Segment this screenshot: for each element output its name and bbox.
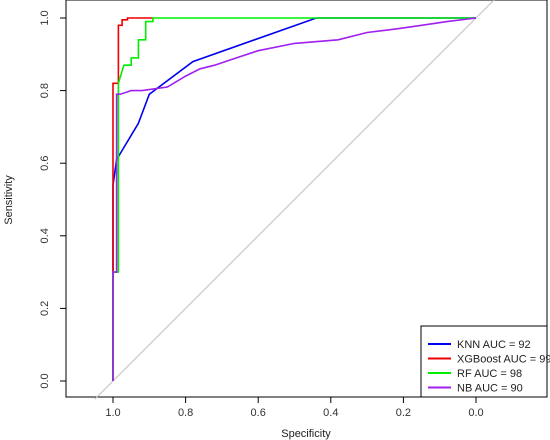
x-tick-label: 0.8 [178,407,193,419]
x-tick-label: 0.2 [396,407,411,419]
legend: KNN AUC = 92 XGBoost AUC = 99 RF AUC = 98 N… [420,325,550,398]
y-tick-label: 0.0 [39,373,51,388]
series-line-2 [112,17,153,381]
legend-label-1: KNN AUC = 92 [457,339,531,351]
x-axis-title: Specificity [281,428,331,440]
x-tick-label: 0.0 [468,407,483,419]
x-tick-label: 0.4 [323,407,338,419]
legend-label-3: RF AUC = 98 [457,368,522,380]
diagonal-reference-layer [94,0,495,400]
x-tick-label: 0.6 [251,407,266,419]
legend-label-2: XGBoost AUC = 99 [457,354,550,366]
y-tick-label: 0.2 [39,301,51,316]
y-axis-title: Sensitivity [3,175,15,225]
series-line-3 [112,17,476,381]
y-tick-label: 0.6 [39,156,51,171]
series-line-4 [112,17,477,381]
y-tick-label: 0.8 [39,83,51,98]
y-axis: 0.0 0.2 0.4 0.6 0.8 1.0 [39,10,67,389]
x-axis: 1.0 0.8 0.6 0.4 0.2 0.0 [105,396,484,419]
y-tick-label: 1.0 [39,10,51,25]
x-tick-label: 1.0 [105,407,120,419]
diagonal-reference-line [94,0,495,400]
legend-label-4: NB AUC = 90 [457,383,523,395]
y-tick-label: 0.4 [39,228,51,243]
legend-box [420,325,548,398]
series-layer [112,17,477,381]
